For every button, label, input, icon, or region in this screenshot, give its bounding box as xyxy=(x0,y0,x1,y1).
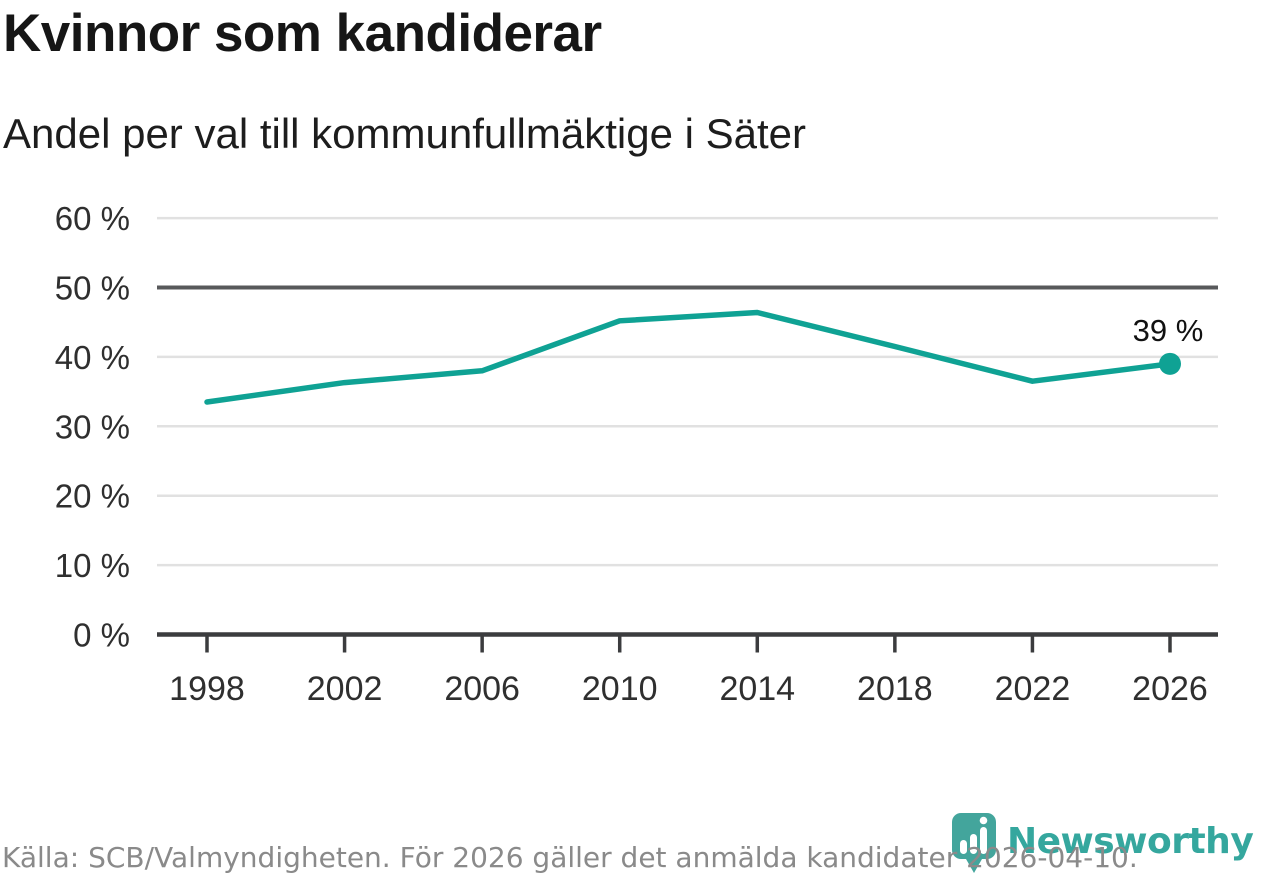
data-series-group xyxy=(204,309,1181,405)
x-axis-tick-label: 1998 xyxy=(169,670,245,708)
x-axis-tick-label: 2018 xyxy=(857,670,933,708)
source-note: Källa: SCB/Valmyndigheten. För 2026 gäll… xyxy=(2,841,1138,874)
axis-labels-group: 0 % 10 % 20 % 30 % 40 % 50 % 60 % 1998 2002 2006 2… xyxy=(55,200,1208,708)
axes-group xyxy=(157,632,1218,653)
newsworthy-pin-barchart-icon xyxy=(952,813,996,873)
x-axis-tick-label: 2022 xyxy=(995,670,1071,708)
y-axis-tick-label: 0 % xyxy=(73,617,130,654)
x-axis-tick-label: 2014 xyxy=(719,670,795,708)
end-point-value-label: 39 % xyxy=(1133,313,1204,348)
y-axis-tick-label: 40 % xyxy=(55,339,130,376)
newsworthy-brand-name: Newsworthy xyxy=(1007,821,1254,862)
x-axis-tick-label: 2002 xyxy=(307,670,383,708)
chart-subtitle: Andel per val till kommunfullmäktige i S… xyxy=(3,110,807,157)
chart-title: Kvinnor som kandiderar xyxy=(3,4,602,63)
y-axis-tick-label: 30 % xyxy=(55,408,130,445)
gridlines-group xyxy=(157,216,1218,567)
newsworthy-logo: Newsworthy xyxy=(951,812,1254,876)
y-axis-tick-label: 60 % xyxy=(55,200,130,237)
end-point-marker xyxy=(1159,352,1181,375)
y-axis-tick-label: 10 % xyxy=(55,547,130,584)
y-axis-tick-label: 50 % xyxy=(55,270,130,307)
x-axis-tick-label: 2010 xyxy=(582,670,658,708)
x-axis-tick-label: 2026 xyxy=(1132,670,1208,708)
y-axis-tick-label: 20 % xyxy=(55,478,130,515)
data-line xyxy=(204,309,1173,405)
annotation-group: 39 % xyxy=(1133,313,1204,348)
x-axis-tick-label: 2006 xyxy=(444,670,520,708)
